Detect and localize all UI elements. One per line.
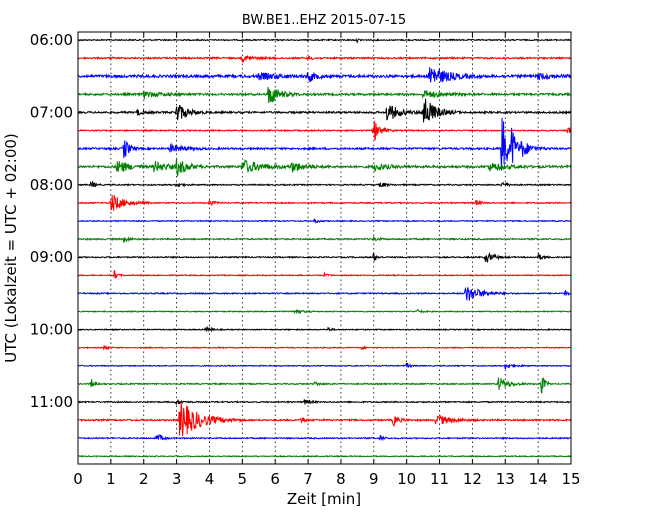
y-tick-label: 10:00: [30, 321, 73, 339]
x-tick-label: 5: [238, 470, 248, 488]
trace-1130: [77, 434, 572, 442]
x-tick-label: 2: [139, 470, 149, 488]
trace-0700: [77, 98, 572, 123]
trace-0945: [77, 308, 572, 315]
trace-0815: [77, 194, 572, 211]
trace-1000: [77, 325, 572, 333]
x-tick-label: 10: [397, 470, 416, 488]
trace-0645: [77, 86, 572, 103]
x-tick-label: 11: [430, 470, 449, 488]
trace-0600: [77, 37, 572, 44]
vertical-gridlines: [110, 32, 539, 464]
x-tick-label: 7: [303, 470, 313, 488]
trace-0715: [77, 120, 572, 141]
trace-0800: [77, 181, 572, 188]
x-tick-label: 8: [336, 470, 346, 488]
trace-0730: [77, 117, 572, 171]
y-axis-ticks: 06:00 07:00 08:00 09:00 10:00 11:00: [30, 31, 571, 411]
y-tick-label: 06:00: [30, 31, 73, 49]
y-tick-label: 07:00: [30, 103, 73, 121]
x-tick-label: 3: [172, 470, 182, 488]
y-axis-label: UTC (Lokalzeit = UTC + 02:00): [2, 133, 20, 363]
trace-0615: [77, 54, 572, 64]
chart-title: BW.BE1..EHZ 2015-07-15: [242, 13, 406, 28]
trace-0745: [77, 157, 572, 177]
seismogram-traces: [77, 37, 572, 458]
x-tick-label: 14: [529, 470, 548, 488]
trace-0915: [77, 269, 572, 279]
trace-1145: [77, 454, 572, 458]
trace-0900: [77, 252, 572, 263]
plot-frame: [77, 31, 572, 465]
trace-1115: [77, 401, 572, 437]
y-tick-label: 08:00: [30, 176, 73, 194]
trace-1045: [77, 376, 572, 394]
trace-0830: [77, 218, 572, 224]
x-tick-label: 9: [369, 470, 379, 488]
x-tick-label: 12: [463, 470, 482, 488]
x-axis-label: Zeit [min]: [287, 490, 361, 508]
x-tick-label: 0: [73, 470, 83, 488]
x-tick-label: 6: [270, 470, 280, 488]
trace-1100: [77, 399, 572, 406]
y-tick-label: 09:00: [30, 248, 73, 266]
x-axis-ticks: 0 1 2 3 4 5 6 7 8 9 10 11 12 13 14 15: [73, 32, 581, 488]
x-tick-label: 4: [205, 470, 215, 488]
trace-0630: [77, 67, 572, 83]
trace-1030: [77, 362, 572, 370]
trace-1015: [77, 345, 572, 351]
x-tick-label: 15: [561, 470, 580, 488]
x-tick-label: 1: [106, 470, 116, 488]
trace-0930: [77, 286, 572, 301]
y-tick-label: 11:00: [30, 393, 73, 411]
x-tick-label: 13: [496, 470, 515, 488]
trace-0845: [77, 234, 572, 244]
